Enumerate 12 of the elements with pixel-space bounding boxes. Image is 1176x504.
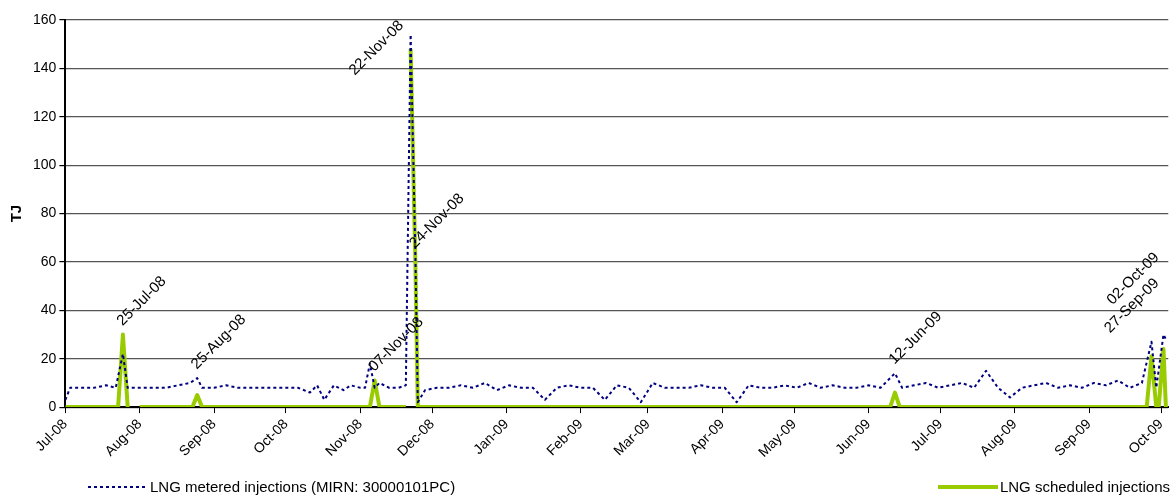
y-tick-label: 120 bbox=[33, 107, 57, 124]
y-tick-label: 80 bbox=[40, 204, 57, 221]
y-tick-label: 20 bbox=[40, 349, 57, 366]
y-tick-label: 40 bbox=[40, 301, 57, 318]
y-tick-label: 140 bbox=[33, 59, 57, 76]
y-tick-label: 160 bbox=[33, 10, 57, 27]
y-tick-label: 0 bbox=[48, 397, 57, 414]
legend-label: LNG scheduled injections bbox=[999, 478, 1170, 495]
y-tick-label: 100 bbox=[33, 156, 57, 173]
legend-label: LNG metered injections (MIRN: 30000101PC) bbox=[150, 478, 456, 495]
y-tick-label: 60 bbox=[40, 252, 57, 269]
y-axis-title: TJ bbox=[7, 204, 25, 223]
